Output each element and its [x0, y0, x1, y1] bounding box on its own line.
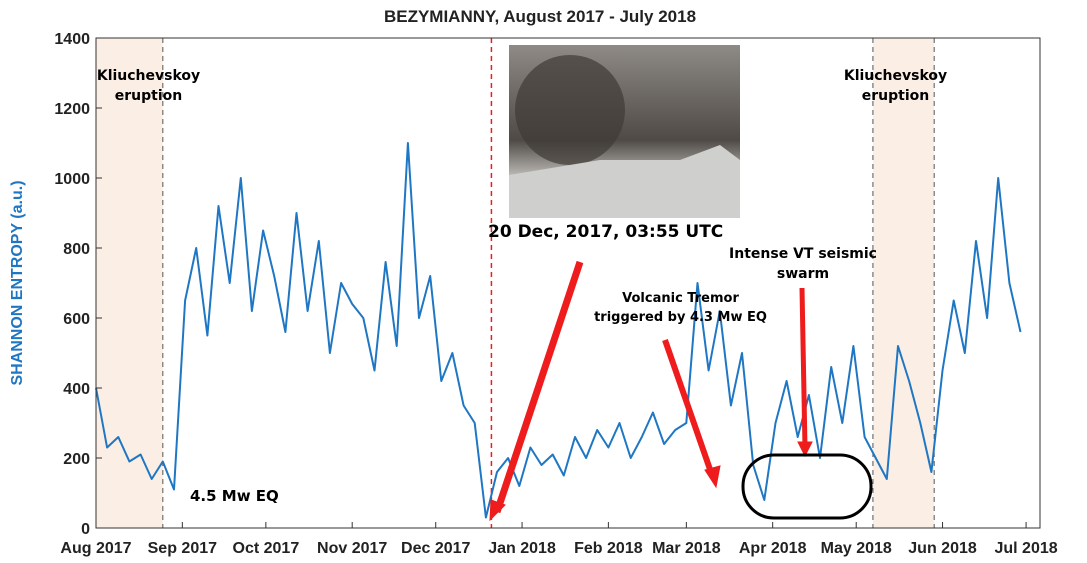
eruption-span [96, 38, 163, 528]
y-tick-label: 1000 [54, 171, 90, 188]
arrows [489, 260, 813, 522]
axes-box [95, 37, 1041, 529]
ash-plume [515, 55, 625, 165]
y-axis-label: SHANNON ENTROPY (a.u.) [9, 180, 26, 385]
x-tick-label: Apr 2018 [739, 540, 807, 557]
y-tick-label: 400 [63, 381, 90, 398]
x-tick-label: Sep 2017 [148, 540, 217, 557]
x-tick-label: Jan 2018 [488, 540, 556, 557]
arrow [799, 287, 808, 449]
y-tick-label: 1400 [54, 31, 90, 48]
annotation: Kliuchevskoy eruption [843, 68, 948, 105]
annotation: Volcanic Tremor triggered by 4.3 Mw EQ [594, 291, 767, 325]
y-tick-label: 800 [63, 241, 90, 258]
annotation: 20 Dec, 2017, 03:55 UTC [488, 222, 724, 242]
y-tick-label: 200 [63, 451, 90, 468]
arrow [662, 339, 716, 479]
x-tick-label: Dec 2017 [401, 540, 470, 557]
x-tick-label: Oct 2017 [233, 540, 300, 557]
x-tick-label: Mar 2018 [652, 540, 721, 557]
y-tick-label: 600 [63, 311, 90, 328]
arrow-head [704, 465, 721, 489]
annotation: Intense VT seismic swarm [729, 246, 877, 283]
x-tick-label: Jun 2018 [908, 540, 977, 557]
x-tick-label: Feb 2018 [574, 540, 643, 557]
annotation: 4.5 Mw EQ [190, 487, 279, 505]
eruption-span [872, 38, 935, 528]
y-tick-label: 1200 [54, 101, 90, 118]
y-tick-label: 0 [81, 521, 90, 538]
arrow-head [489, 499, 506, 522]
x-tick-label: Aug 2017 [60, 540, 131, 557]
arrow [493, 260, 584, 514]
annotation: Kliuchevskoy eruption [96, 68, 201, 105]
arrow-head [797, 441, 813, 458]
swarm-ellipse [741, 453, 873, 520]
chart-title: BEZYMIANNY, August 2017 - July 2018 [384, 7, 696, 26]
entropy-line [95, 142, 1022, 519]
x-tick-label: Nov 2017 [317, 540, 387, 557]
x-tick-label: May 2018 [821, 540, 892, 557]
x-tick-label: Jul 2018 [994, 540, 1057, 557]
snow-slope [509, 145, 740, 218]
